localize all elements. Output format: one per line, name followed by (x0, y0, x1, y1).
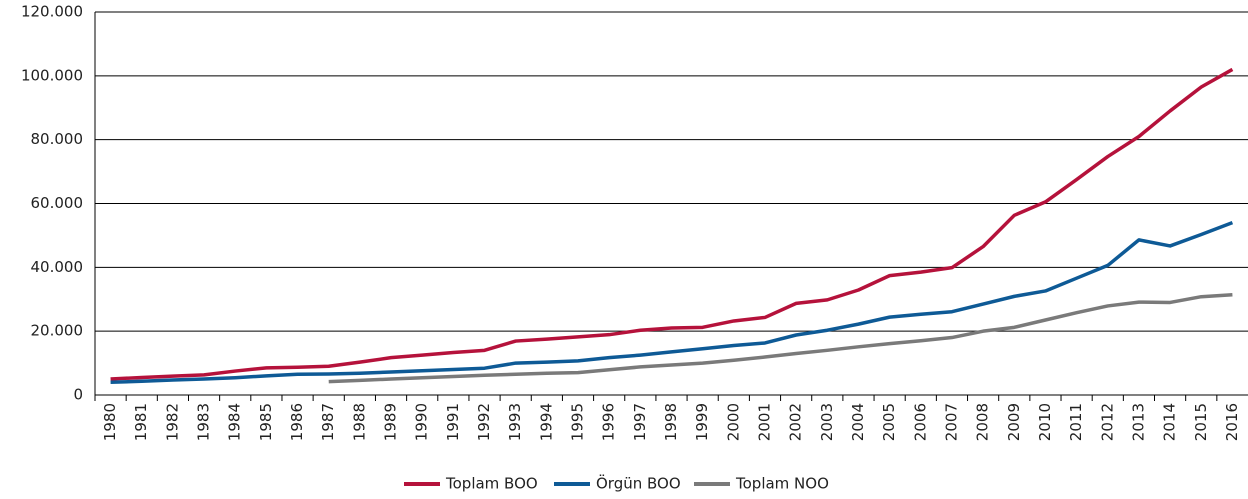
legend-label: Toplam BOO (445, 475, 538, 493)
y-tick-label: 20.000 (31, 322, 84, 340)
x-tick-label: 1991 (444, 403, 462, 441)
x-tick-label: 2010 (1036, 403, 1054, 441)
x-tick-label: 1981 (132, 403, 150, 441)
x-tick-label: 1983 (195, 403, 213, 441)
x-tick-label: 1990 (413, 403, 431, 441)
y-tick-label: 100.000 (21, 66, 83, 84)
x-tick-label: 1982 (163, 403, 181, 441)
x-tick-label: 2003 (818, 403, 836, 441)
legend-label: Toplam NOO (735, 475, 829, 493)
x-tick-label: 2005 (880, 403, 898, 441)
x-tick-label: 1989 (382, 403, 400, 441)
y-tick-label: 80.000 (31, 130, 84, 148)
x-tick-label: 1994 (537, 403, 555, 441)
x-tick-label: 1980 (101, 403, 119, 441)
x-tick-label: 1984 (226, 403, 244, 441)
x-tick-label: 2011 (1067, 403, 1085, 441)
x-tick-label: 2008 (974, 403, 992, 441)
x-tick-label: 1999 (693, 403, 711, 441)
x-tick-label: 2012 (1098, 403, 1116, 441)
x-tick-label: 1995 (569, 403, 587, 441)
x-tick-label: 2015 (1192, 403, 1210, 441)
x-tick-label: 2006 (911, 403, 929, 441)
x-tick-label: 1988 (350, 403, 368, 441)
x-tick-label: 2001 (755, 403, 773, 441)
x-tick-label: 1992 (475, 403, 493, 441)
legend-label: Örgün BOO (596, 474, 681, 493)
x-tick-label: 1993 (506, 403, 524, 441)
x-tick-label: 2007 (942, 403, 960, 441)
y-tick-label: 60.000 (31, 194, 84, 212)
x-tick-label: 2013 (1129, 403, 1147, 441)
x-tick-label: 2000 (724, 403, 742, 441)
x-tick-label: 2004 (849, 403, 867, 441)
series-line (328, 293, 1233, 384)
x-tick-label: 1996 (600, 403, 618, 441)
x-tick-label: 1986 (288, 403, 306, 441)
x-tick-label: 2016 (1223, 403, 1241, 441)
series-line (110, 67, 1234, 381)
x-tick-label: 1987 (319, 403, 337, 441)
series-line (110, 221, 1234, 384)
x-tick-label: 1998 (662, 403, 680, 441)
x-tick-label: 2014 (1161, 403, 1179, 441)
y-tick-label: 40.000 (31, 258, 84, 276)
y-tick-label: 0 (73, 386, 83, 404)
x-tick-label: 2002 (787, 403, 805, 441)
y-tick-label: 120.000 (21, 3, 83, 21)
x-tick-label: 2009 (1005, 403, 1023, 441)
x-tick-label: 1997 (631, 403, 649, 441)
x-tick-label: 1985 (257, 403, 275, 441)
